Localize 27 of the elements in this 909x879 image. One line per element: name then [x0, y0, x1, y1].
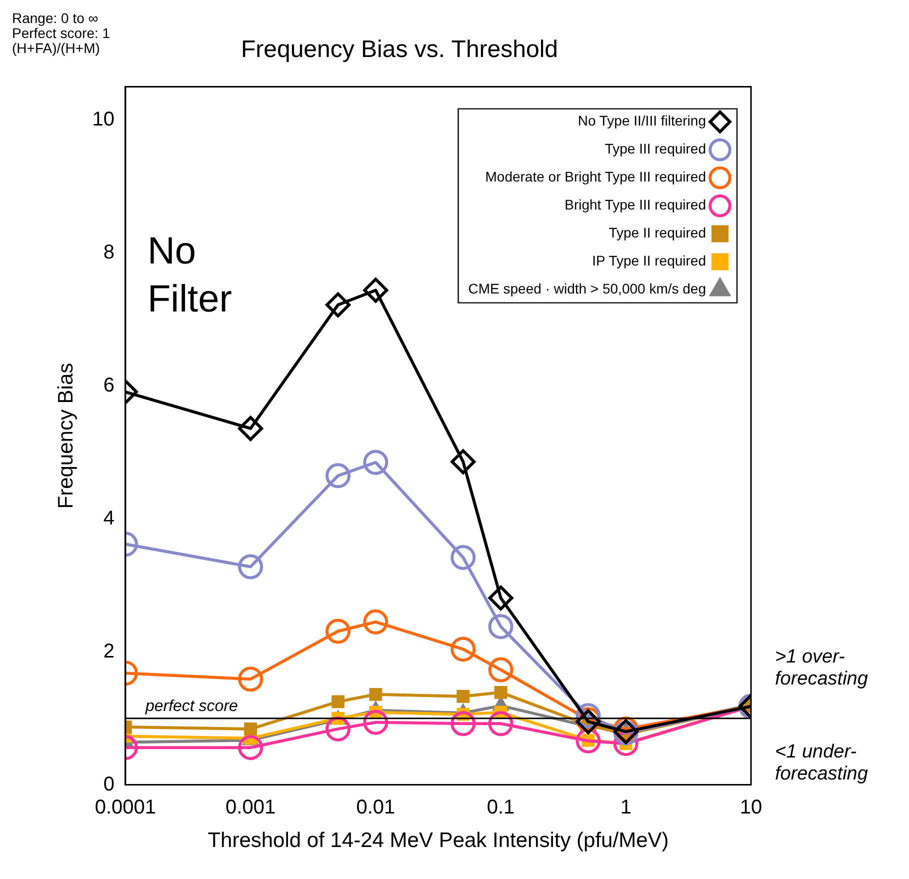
legend-label: CME speed · width > 50,000 km/s deg: [468, 280, 706, 297]
y-tick-label: 2: [103, 640, 114, 662]
y-tick-label: 0: [103, 773, 114, 796]
legend-label: Type II required: [608, 224, 706, 241]
y-axis-title: Frequency Bias: [54, 362, 78, 509]
chart-title: Frequency Bias vs. Threshold: [240, 36, 558, 64]
legend-label: Moderate or Bright Type III required: [485, 168, 706, 185]
x-axis-title: Threshold of 14-24 MeV Peak Intensity (pfu/MeV): [208, 829, 669, 852]
legend-label: IP Type II required: [592, 252, 706, 269]
x-tick-label: 0.01: [356, 796, 396, 818]
text: >1 over-forecasting: [775, 646, 868, 690]
y-tick-label: 6: [103, 374, 114, 396]
y-tick-label: 10: [92, 108, 114, 131]
y-tick-label: 8: [103, 242, 114, 264]
x-tick-label: 0.001: [226, 796, 276, 818]
x-tick-label: 0.0001: [94, 796, 156, 818]
legend-label: Type III required: [604, 140, 706, 157]
x-tick-label: 10: [740, 796, 762, 818]
legend-label: No Type II/III filtering: [578, 112, 706, 129]
annotation: No Filter: [147, 230, 232, 320]
legend-label: Bright Type III required: [564, 196, 706, 213]
x-tick-label: 1: [620, 796, 632, 818]
text: Range: 0 to ∞ Perfect score: 1 (H+FA)/(H+M): [12, 10, 110, 56]
x-tick-label: 0.1: [486, 796, 515, 818]
text: <1 under-forecasting: [775, 742, 868, 785]
y-tick-label: 4: [103, 507, 114, 530]
ref-line-label: perfect score: [144, 698, 238, 715]
